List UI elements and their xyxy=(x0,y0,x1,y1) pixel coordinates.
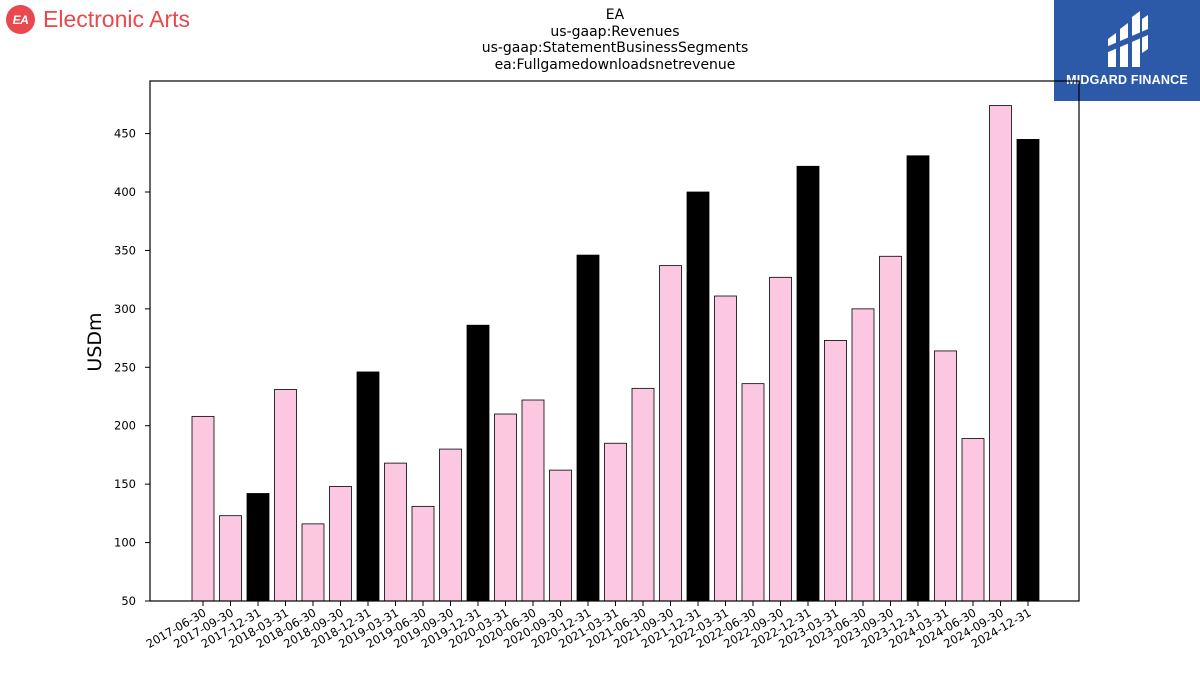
bar-2018-09-30 xyxy=(329,486,352,602)
bar-2018-06-30 xyxy=(301,523,325,602)
bar-2017-06-30 xyxy=(191,415,215,602)
bar-2019-09-30 xyxy=(439,448,462,602)
y-tick-label: 200 xyxy=(114,419,136,433)
bar-2017-12-31 xyxy=(246,493,270,602)
bar-2022-06-30 xyxy=(741,383,765,602)
ea-logo-icon: EA xyxy=(6,5,35,34)
bar-2022-12-31 xyxy=(796,165,820,602)
bar-2024-03-31 xyxy=(934,350,957,602)
x-axis-ticks: 2017-06-302017-09-302017-12-312018-03-31… xyxy=(144,601,1034,651)
bar-2022-09-30 xyxy=(769,276,792,602)
bar-2017-09-30 xyxy=(219,515,242,602)
bar-2019-03-31 xyxy=(384,462,407,602)
bar-2024-12-31 xyxy=(1016,139,1040,602)
bar-2024-06-30 xyxy=(961,438,985,602)
chart-title-line: EA xyxy=(605,7,625,23)
chart-title: EA us-gaap:Revenues us-gaap:StatementBus… xyxy=(415,7,815,73)
y-tick-label: 450 xyxy=(114,127,136,141)
bar-2022-03-31 xyxy=(714,295,737,602)
brand-name: Electronic Arts xyxy=(43,6,190,32)
y-axis-ticks: 50 100 150 200 250 300 350 400 450 xyxy=(114,127,150,608)
chart-title-line: us-gaap:StatementBusinessSegments xyxy=(481,40,749,56)
bar-2020-03-31 xyxy=(494,413,517,602)
bar-2021-12-31 xyxy=(686,191,710,602)
y-tick-label: 50 xyxy=(121,594,136,608)
bar-2018-12-31 xyxy=(356,371,380,602)
bars-group xyxy=(191,105,1040,602)
bar-2021-09-30 xyxy=(659,265,682,602)
y-tick-label: 100 xyxy=(114,536,136,550)
midgard-finance-logo: MIDGARD FINANCE xyxy=(1054,0,1200,101)
bar-2019-12-31 xyxy=(466,324,490,602)
y-tick-label: 350 xyxy=(114,243,136,257)
axes-group xyxy=(149,80,1080,602)
y-tick-label: 300 xyxy=(114,302,136,316)
bar-2023-03-31 xyxy=(824,340,847,602)
y-axis-label: USDm xyxy=(84,312,106,371)
y-tick-label: 250 xyxy=(114,360,136,374)
bar-2023-12-31 xyxy=(906,155,930,602)
chart-title-line: us-gaap:Revenues xyxy=(550,23,680,40)
y-tick-label: 400 xyxy=(114,185,136,199)
bar-2021-03-31 xyxy=(604,442,627,602)
midgard-monogram-icon xyxy=(1106,11,1148,67)
bar-2019-06-30 xyxy=(411,505,435,602)
bar-2020-06-30 xyxy=(521,399,545,602)
y-tick-label: 150 xyxy=(114,477,136,491)
bar-2023-09-30 xyxy=(879,255,902,602)
bar-2020-12-31 xyxy=(576,254,600,602)
bar-2024-09-30 xyxy=(989,105,1012,602)
bar-2023-06-30 xyxy=(851,308,875,602)
electronic-arts-brand: EA Electronic Arts xyxy=(6,5,190,34)
plot-frame xyxy=(149,80,1080,602)
bar-2020-09-30 xyxy=(549,469,572,602)
bar-2018-03-31 xyxy=(274,389,297,602)
corner-logo-name: MIDGARD FINANCE xyxy=(1066,73,1188,87)
chart-title-line: ea:Fullgamedownloadsnetrevenue xyxy=(494,56,736,73)
bar-2021-06-30 xyxy=(631,387,655,602)
